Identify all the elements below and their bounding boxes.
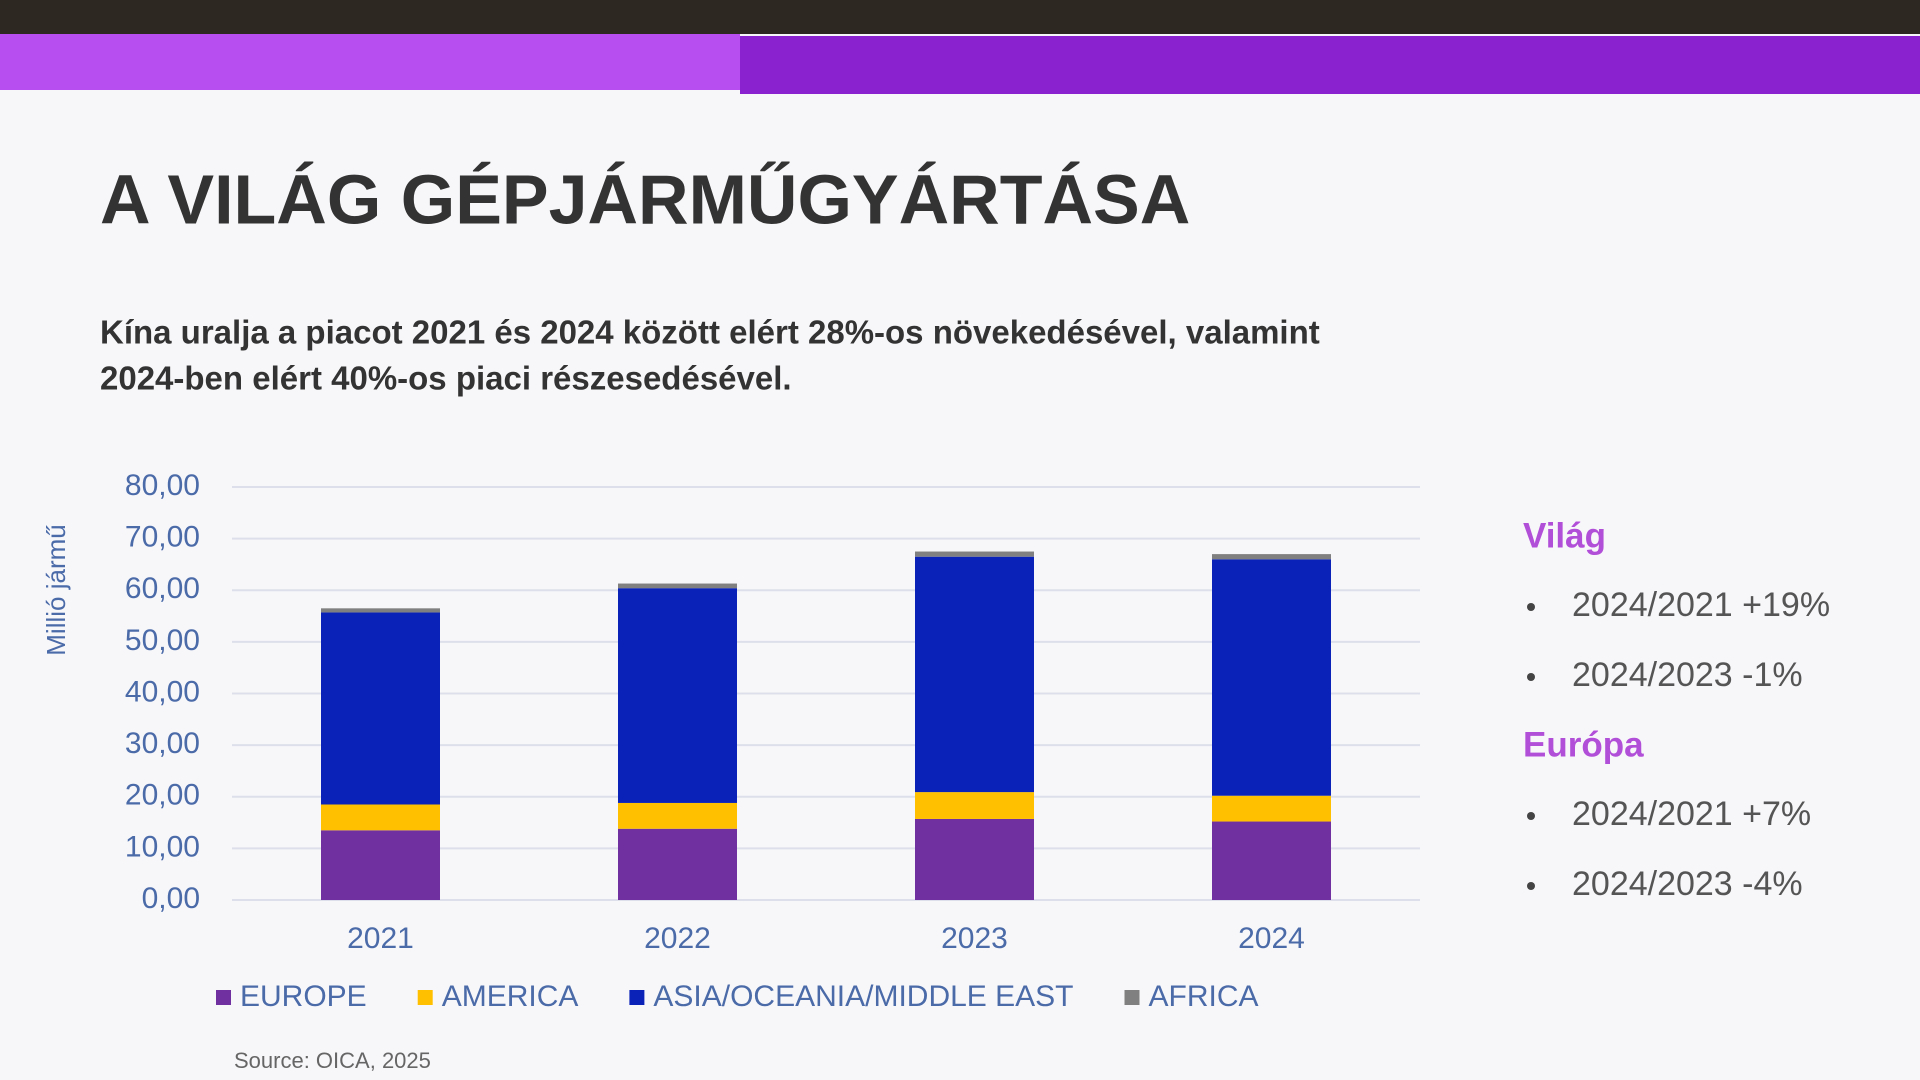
legend-label: EUROPE <box>240 980 367 1013</box>
bar-segment <box>915 551 1034 557</box>
bar-segment <box>321 612 440 805</box>
legend-label: AFRICA <box>1149 980 1259 1013</box>
y-tick-label: 70,00 <box>125 521 200 554</box>
header-bar-left <box>0 34 740 90</box>
bar-segment <box>915 818 1034 900</box>
y-tick-label: 30,00 <box>125 727 200 760</box>
bar-segment <box>915 792 1034 819</box>
bullet <box>1527 812 1535 820</box>
slide-title: A VILÁG GÉPJÁRMŰGYÁRTÁSA <box>100 160 1190 238</box>
bar-segment <box>618 828 737 900</box>
room-background <box>0 0 1920 34</box>
legend-swatch <box>417 990 433 1005</box>
y-tick-label: 10,00 <box>125 830 200 863</box>
subtitle: Kína uralja a piacot 2021 és 2024 között… <box>100 314 1320 351</box>
legend-label: ASIA/OCEANIA/MIDDLE EAST <box>653 980 1073 1013</box>
bar-segment <box>618 802 737 829</box>
bar-segment <box>1212 821 1331 900</box>
bullet <box>1527 882 1535 890</box>
header-bar-right <box>740 36 1920 94</box>
legend-swatch <box>216 990 231 1005</box>
bar-segment <box>618 583 737 589</box>
note-item: 2024/2021 +7% <box>1572 795 1811 833</box>
bar-segment <box>1212 554 1331 560</box>
y-tick-label: 40,00 <box>125 675 200 708</box>
legend-swatch <box>1124 990 1140 1005</box>
bar-segment <box>321 804 440 831</box>
y-tick-label: 0,00 <box>142 882 200 915</box>
note-item: 2024/2023 -4% <box>1572 865 1803 903</box>
note-item: 2024/2023 -1% <box>1572 656 1803 694</box>
bar-segment <box>618 588 737 803</box>
y-tick-label: 20,00 <box>125 779 200 812</box>
y-tick-label: 80,00 <box>125 469 200 502</box>
legend-label: AMERICA <box>442 980 579 1013</box>
note-heading: Európa <box>1523 725 1644 764</box>
x-tick-label: 2023 <box>941 922 1008 955</box>
note-item: 2024/2021 +19% <box>1572 586 1830 624</box>
note-heading: Világ <box>1523 516 1606 555</box>
source: Source: OICA, 2025 <box>234 1048 431 1073</box>
bar-segment <box>321 830 440 900</box>
y-tick-label: 50,00 <box>125 624 200 657</box>
x-tick-label: 2022 <box>644 922 711 955</box>
bullet <box>1527 603 1535 611</box>
x-tick-label: 2021 <box>347 922 414 955</box>
bar-segment <box>915 556 1034 793</box>
legend-swatch <box>629 990 645 1005</box>
subtitle: 2024-ben elért 40%-os piaci részesedésév… <box>100 360 792 397</box>
y-tick-label: 60,00 <box>125 572 200 605</box>
y-axis-label: Millió jármű <box>41 524 71 655</box>
bar-segment <box>321 608 440 613</box>
bar-segment <box>1212 559 1331 796</box>
x-tick-label: 2024 <box>1238 922 1305 955</box>
bar-segment <box>1212 795 1331 822</box>
bullet <box>1527 673 1535 681</box>
